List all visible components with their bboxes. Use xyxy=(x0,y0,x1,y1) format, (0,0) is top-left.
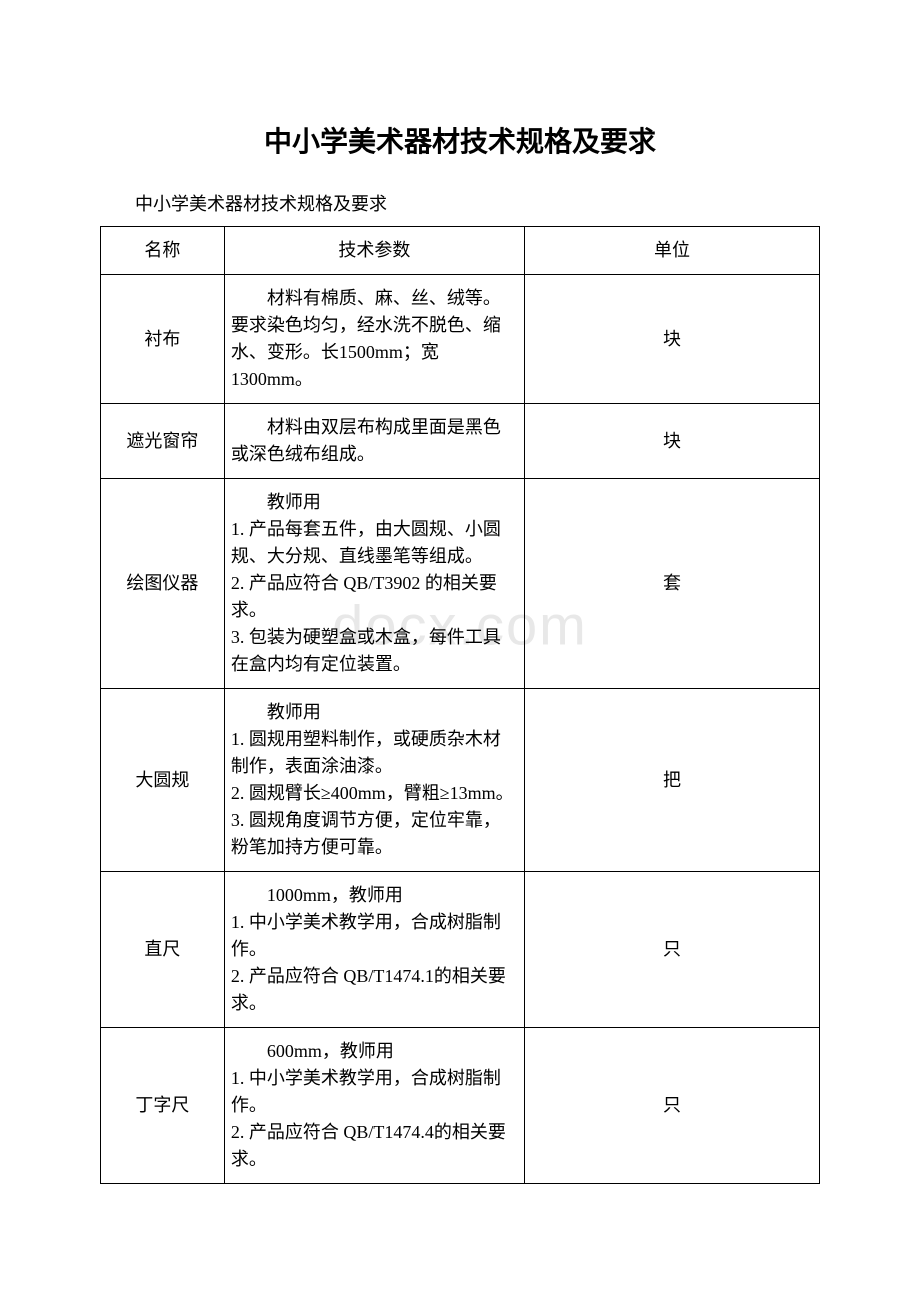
spec-text: 1. 中小学美术教学用，合成树脂制作。 xyxy=(231,909,518,963)
spec-text: 2. 产品应符合 QB/T1474.1的相关要求。 xyxy=(231,963,518,1017)
cell-name: 丁字尺 xyxy=(101,1028,225,1184)
spec-text: 材料由双层布构成里面是黑色或深色绒布组成。 xyxy=(231,414,518,468)
cell-name: 遮光窗帘 xyxy=(101,404,225,479)
spec-text: 1. 中小学美术教学用，合成树脂制作。 xyxy=(231,1065,518,1119)
cell-unit: 套 xyxy=(524,479,819,689)
spec-text: 教师用 xyxy=(231,489,518,516)
table-row: 绘图仪器 教师用 1. 产品每套五件，由大圆规、小圆规、大分规、直线墨笔等组成。… xyxy=(101,479,820,689)
cell-spec: 材料有棉质、麻、丝、绒等。要求染色均匀，经水洗不脱色、缩水、变形。长1500mm… xyxy=(224,275,524,404)
cell-unit: 只 xyxy=(524,1028,819,1184)
spec-text: 600mm，教师用 xyxy=(231,1038,518,1065)
cell-unit: 只 xyxy=(524,872,819,1028)
spec-text: 2. 产品应符合 QB/T3902 的相关要求。 xyxy=(231,570,518,624)
table-row: 遮光窗帘 材料由双层布构成里面是黑色或深色绒布组成。 块 xyxy=(101,404,820,479)
header-name: 名称 xyxy=(101,227,225,275)
spec-table: 名称 技术参数 单位 衬布 材料有棉质、麻、丝、绒等。要求染色均匀，经水洗不脱色… xyxy=(100,226,820,1184)
cell-spec: 教师用 1. 产品每套五件，由大圆规、小圆规、大分规、直线墨笔等组成。 2. 产… xyxy=(224,479,524,689)
cell-spec: 教师用 1. 圆规用塑料制作，或硬质杂木材制作，表面涂油漆。 2. 圆规臂长≥4… xyxy=(224,689,524,872)
spec-text: 2. 产品应符合 QB/T1474.4的相关要求。 xyxy=(231,1119,518,1173)
cell-name: 直尺 xyxy=(101,872,225,1028)
cell-unit: 块 xyxy=(524,404,819,479)
cell-spec: 1000mm，教师用 1. 中小学美术教学用，合成树脂制作。 2. 产品应符合 … xyxy=(224,872,524,1028)
header-spec: 技术参数 xyxy=(224,227,524,275)
table-row: 大圆规 教师用 1. 圆规用塑料制作，或硬质杂木材制作，表面涂油漆。 2. 圆规… xyxy=(101,689,820,872)
spec-text: 3. 包装为硬塑盒或木盒，每件工具在盒内均有定位装置。 xyxy=(231,624,518,678)
spec-text: 材料有棉质、麻、丝、绒等。要求染色均匀，经水洗不脱色、缩水、变形。长1500mm… xyxy=(231,285,518,393)
table-header-row: 名称 技术参数 单位 xyxy=(101,227,820,275)
table-row: 丁字尺 600mm，教师用 1. 中小学美术教学用，合成树脂制作。 2. 产品应… xyxy=(101,1028,820,1184)
cell-name: 大圆规 xyxy=(101,689,225,872)
table-row: 直尺 1000mm，教师用 1. 中小学美术教学用，合成树脂制作。 2. 产品应… xyxy=(101,872,820,1028)
cell-unit: 块 xyxy=(524,275,819,404)
main-title: 中小学美术器材技术规格及要求 xyxy=(100,120,820,160)
document-content: 中小学美术器材技术规格及要求 中小学美术器材技术规格及要求 名称 技术参数 单位… xyxy=(0,0,920,1184)
cell-spec: 600mm，教师用 1. 中小学美术教学用，合成树脂制作。 2. 产品应符合 Q… xyxy=(224,1028,524,1184)
cell-name: 衬布 xyxy=(101,275,225,404)
table-row: 衬布 材料有棉质、麻、丝、绒等。要求染色均匀，经水洗不脱色、缩水、变形。长150… xyxy=(101,275,820,404)
spec-text: 2. 圆规臂长≥400mm，臂粗≥13mm。 xyxy=(231,780,518,807)
cell-spec: 材料由双层布构成里面是黑色或深色绒布组成。 xyxy=(224,404,524,479)
spec-text: 1000mm，教师用 xyxy=(231,882,518,909)
cell-unit: 把 xyxy=(524,689,819,872)
spec-text: 教师用 xyxy=(231,699,518,726)
cell-name: 绘图仪器 xyxy=(101,479,225,689)
subtitle: 中小学美术器材技术规格及要求 xyxy=(100,190,820,216)
spec-text: 1. 圆规用塑料制作，或硬质杂木材制作，表面涂油漆。 xyxy=(231,726,518,780)
header-unit: 单位 xyxy=(524,227,819,275)
spec-text: 1. 产品每套五件，由大圆规、小圆规、大分规、直线墨笔等组成。 xyxy=(231,516,518,570)
spec-text: 3. 圆规角度调节方便，定位牢靠，粉笔加持方便可靠。 xyxy=(231,807,518,861)
